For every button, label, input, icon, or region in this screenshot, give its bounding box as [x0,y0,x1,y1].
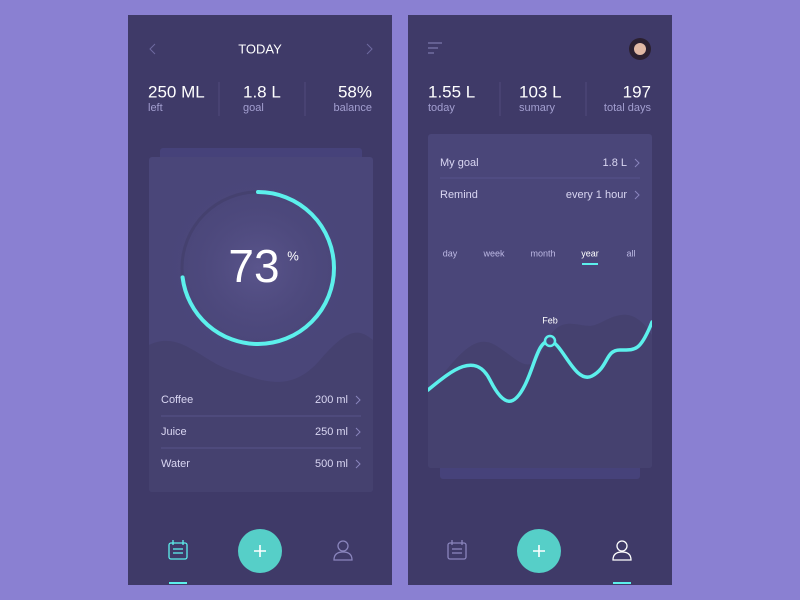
drink-name: Water [161,458,190,470]
wave [149,332,373,492]
highlight-point [543,334,557,348]
progress-ring [180,190,336,346]
day-title: TODAY [238,41,282,56]
period-tab[interactable]: year [581,248,599,258]
progress-value: 73 [228,240,279,292]
stat-label: goal [243,102,264,114]
chevron[interactable] [634,190,640,200]
calendar-icon[interactable] [447,540,467,560]
stat-value: 1.55 L [428,82,475,101]
chevron[interactable] [355,459,361,469]
stat-label: sumary [519,102,556,114]
point-label: Feb [542,315,558,325]
tab-indicator [169,582,187,584]
menu-icon[interactable] [428,42,442,54]
stat-value: 197 [623,82,651,101]
period-tab[interactable]: month [530,248,555,258]
setting-value: 1.8 L [603,157,627,169]
avatar-face [634,43,646,55]
plus [533,545,545,557]
stat-label: total days [604,102,652,114]
plus [254,545,266,557]
stat-value: 1.8 L [243,82,281,101]
prev-arrow[interactable] [149,43,156,55]
setting-value: every 1 hour [566,189,627,201]
card-stack [440,465,640,479]
drink-amount: 500 ml [315,458,348,470]
period-tab[interactable]: all [626,248,635,258]
drink-name: Juice [161,426,187,438]
stat-value: 58% [338,82,372,101]
calendar-icon[interactable] [168,540,188,560]
tab-indicator [613,582,631,584]
next-arrow[interactable] [366,43,373,55]
stat-label: today [428,102,455,114]
drink-name: Coffee [161,394,193,406]
tab-underline [582,263,598,265]
chevron[interactable] [634,158,640,168]
stat-value: 103 L [519,82,562,101]
stat-value: 250 ML [148,82,205,101]
setting-label: Remind [440,189,478,201]
stat-label: balance [333,102,372,114]
progress-unit: % [287,248,299,263]
profile-icon[interactable] [333,540,353,561]
stat-label: left [148,102,163,114]
profile-icon[interactable] [612,540,632,561]
period-tab[interactable]: week [482,248,505,258]
setting-label: My goal [440,157,479,169]
chevron[interactable] [355,395,361,405]
drink-amount: 200 ml [315,394,348,406]
glow [158,168,358,368]
chevron[interactable] [355,427,361,437]
drink-amount: 250 ml [315,426,348,438]
chart-bg-wave [428,314,652,468]
period-tab[interactable]: day [443,248,458,258]
